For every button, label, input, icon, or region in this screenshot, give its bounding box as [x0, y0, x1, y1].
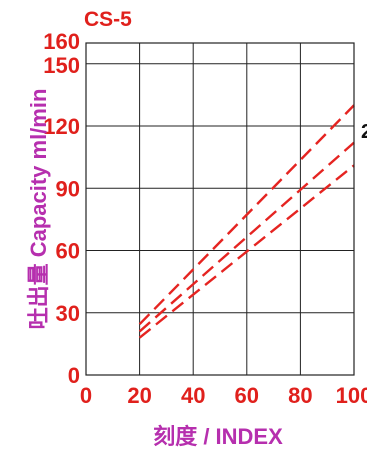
series-line-1 — [138, 104, 355, 326]
series-line-2 — [138, 141, 355, 333]
series-lines — [138, 104, 355, 339]
y-tick-label: 60 — [56, 239, 80, 264]
y-tick-label: 150 — [43, 53, 80, 78]
y-tick-label: 90 — [56, 176, 80, 201]
series-line-3 — [138, 164, 355, 339]
x-tick-label: 100 — [336, 383, 367, 408]
x-ticks: 0 20 40 60 80 100 — [80, 383, 367, 408]
x-axis-label: 刻度 / INDEX — [153, 424, 283, 449]
x-tick-label: 0 — [80, 383, 92, 408]
chart-title: CS-5 — [84, 8, 132, 31]
y-tick-label: 120 — [43, 114, 80, 139]
annotation-label: 2 — [361, 121, 367, 143]
y-tick-label: 160 — [43, 29, 80, 54]
y-axis-label: 吐出量 Capacity ml/min — [26, 89, 51, 330]
y-tick-label: 0 — [68, 363, 80, 388]
grid — [85, 43, 355, 375]
x-tick-label: 20 — [127, 383, 151, 408]
x-tick-label: 60 — [235, 383, 259, 408]
x-tick-label: 80 — [288, 383, 312, 408]
y-tick-label: 30 — [56, 301, 80, 326]
x-tick-label: 40 — [181, 383, 205, 408]
plot-frame — [85, 42, 355, 376]
